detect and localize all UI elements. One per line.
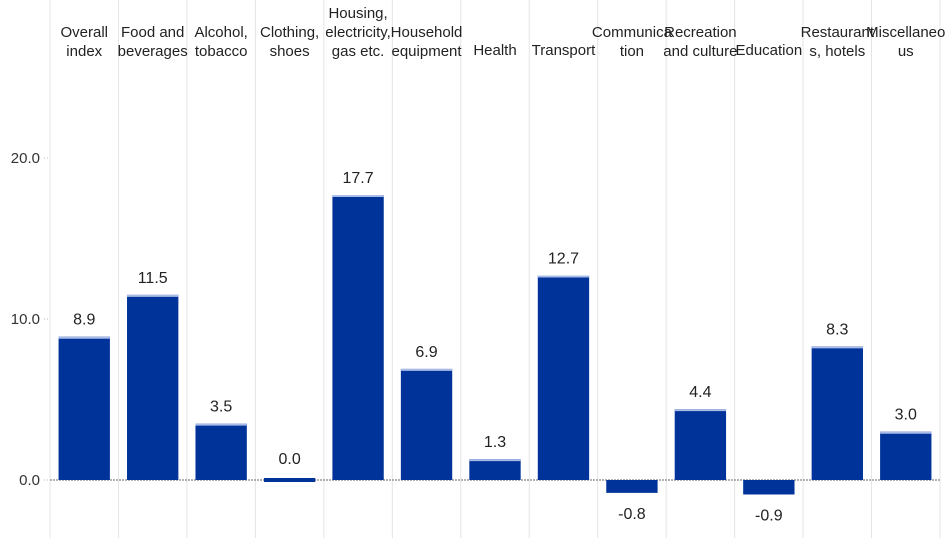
gridlines xyxy=(49,0,941,538)
y-tick-label: 0.0 xyxy=(19,472,40,489)
bar xyxy=(880,431,932,480)
data-label: 8.9 xyxy=(73,312,95,329)
category-label: Transport xyxy=(532,42,596,59)
bar xyxy=(195,423,247,480)
bar xyxy=(743,480,795,495)
category-label: Communica tion xyxy=(592,24,673,60)
bar xyxy=(811,346,863,480)
category-label: Household equipment xyxy=(391,24,463,60)
category-label: Miscellaneo us xyxy=(866,24,945,60)
data-label: 1.3 xyxy=(484,434,506,451)
bar xyxy=(400,368,453,480)
category-label: Education xyxy=(735,42,802,59)
data-label: 0.0 xyxy=(278,451,300,468)
category-label: Overall index xyxy=(60,24,108,60)
data-label: -0.9 xyxy=(755,507,783,524)
data-label: 8.3 xyxy=(826,321,848,338)
bar xyxy=(537,275,590,480)
data-label: 6.9 xyxy=(415,344,437,361)
bar xyxy=(606,480,658,493)
category-label: Alcohol, tobacco xyxy=(194,24,247,60)
data-label: 3.5 xyxy=(210,399,232,416)
bar xyxy=(674,409,727,480)
category-label: Food and beverages xyxy=(118,24,188,60)
category-label: Recreation and culture xyxy=(663,24,737,60)
bar xyxy=(263,478,316,482)
data-label: -0.8 xyxy=(618,506,646,523)
bar xyxy=(127,294,179,480)
category-label: Restaurant s, hotels xyxy=(801,24,875,60)
category-label: Health xyxy=(473,42,516,59)
bars xyxy=(58,195,932,495)
data-label: 3.0 xyxy=(895,407,917,424)
data-label: 11.5 xyxy=(138,270,168,287)
bar xyxy=(58,336,110,480)
category-label: Housing, electricity, gas etc. xyxy=(325,5,391,60)
bar xyxy=(469,459,521,480)
category-label: Clothing, shoes xyxy=(260,24,319,60)
data-label: 4.4 xyxy=(689,384,711,401)
y-tick-label: 10.0 xyxy=(11,311,40,328)
labels: 8.9 Overall index 11.5 Food and beverages 3.5 A… xyxy=(60,5,945,524)
data-label: 12.7 xyxy=(548,251,579,268)
data-label: 17.7 xyxy=(343,170,374,187)
y-tick-label: 20.0 xyxy=(11,150,40,167)
bar xyxy=(332,195,384,480)
